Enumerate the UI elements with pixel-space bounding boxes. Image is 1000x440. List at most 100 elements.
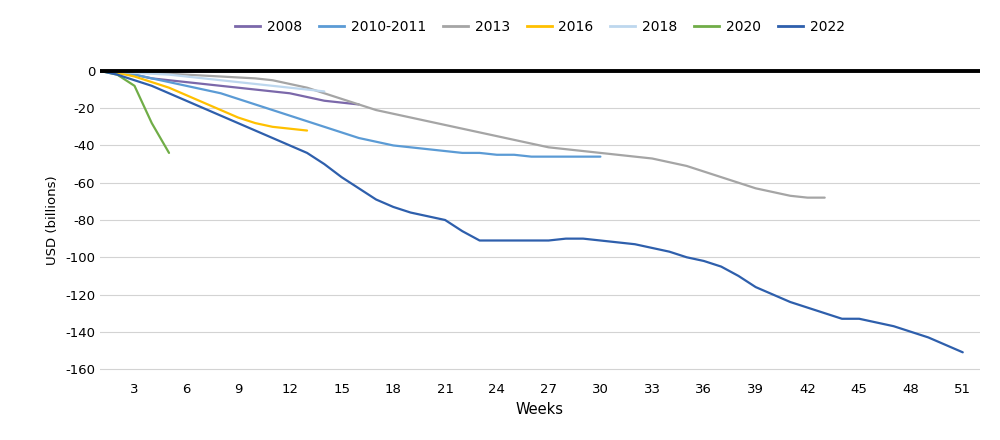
2018 [284,85,296,90]
2010-2011 [353,136,365,141]
2020 [94,68,106,73]
2010-2011 [491,152,503,158]
2008 [198,81,210,87]
2016 [267,124,279,129]
2018 [129,70,141,75]
2010-2011 [284,113,296,118]
2010-2011 [508,152,520,158]
2013 [284,81,296,87]
2010-2011 [232,96,244,102]
2010-2011 [215,91,227,96]
2022 [94,68,106,73]
2013 [767,189,779,194]
2013 [94,68,106,73]
2010-2011 [474,150,486,156]
2016 [180,92,192,98]
2010-2011 [129,72,141,77]
2013 [267,77,279,83]
X-axis label: Weeks: Weeks [516,402,564,417]
2013 [180,72,192,77]
2010-2011 [267,107,279,113]
2018 [146,71,158,77]
2018 [232,80,244,85]
2022 [663,249,675,254]
2008 [129,72,141,77]
2010-2011 [180,83,192,88]
Y-axis label: USD (billions): USD (billions) [46,175,59,265]
2008 [301,94,313,99]
2013 [819,195,831,200]
2008 [267,89,279,94]
2013 [801,195,813,200]
2013 [698,169,710,174]
2016 [198,100,210,105]
2010-2011 [198,87,210,92]
2010-2011 [336,130,348,135]
Line: 2010-2011: 2010-2011 [100,71,600,157]
2022 [370,197,382,202]
2013 [784,193,796,198]
2008 [215,83,227,88]
2013 [146,70,158,75]
2016 [94,68,106,73]
2008 [94,68,106,73]
2010-2011 [370,139,382,144]
Line: 2013: 2013 [100,71,825,198]
2008 [146,76,158,81]
2013 [525,141,537,146]
2018 [198,76,210,81]
2018 [163,72,175,77]
2008 [318,98,330,103]
2013 [370,107,382,113]
2013 [612,152,624,158]
2013 [629,154,641,159]
2008 [284,91,296,96]
2022 [284,143,296,148]
2016 [146,80,158,85]
2013 [232,75,244,80]
Line: 2018: 2018 [100,71,324,92]
2018 [249,81,261,87]
2013 [422,119,434,124]
2016 [163,85,175,90]
2018 [301,87,313,92]
Legend: 2008, 2010-2011, 2013, 2016, 2018, 2020, 2022: 2008, 2010-2011, 2013, 2016, 2018, 2020,… [230,15,850,40]
2022 [957,350,969,355]
2013 [405,115,417,120]
2020 [129,83,141,88]
2018 [215,77,227,83]
2010-2011 [525,154,537,159]
Line: 2022: 2022 [100,71,963,352]
2013 [681,163,693,169]
2010-2011 [163,80,175,85]
2010-2011 [94,68,106,73]
2010-2011 [318,124,330,129]
2013 [560,147,572,152]
2018 [94,68,106,73]
Line: 2016: 2016 [100,71,307,131]
2010-2011 [560,154,572,159]
2010-2011 [456,150,468,156]
2008 [180,80,192,85]
2013 [318,91,330,96]
2010-2011 [594,154,606,159]
2008 [336,100,348,105]
2010-2011 [301,119,313,124]
2018 [318,89,330,94]
2018 [267,83,279,88]
2013 [336,96,348,102]
2016 [111,70,123,75]
2013 [163,71,175,77]
2013 [543,145,555,150]
2013 [249,76,261,81]
2010-2011 [543,154,555,159]
2013 [215,74,227,79]
2013 [750,186,762,191]
2008 [232,85,244,90]
2022 [715,264,727,269]
2010-2011 [577,154,589,159]
2018 [111,69,123,74]
2010-2011 [146,76,158,81]
2010-2011 [387,143,399,148]
2016 [284,126,296,131]
